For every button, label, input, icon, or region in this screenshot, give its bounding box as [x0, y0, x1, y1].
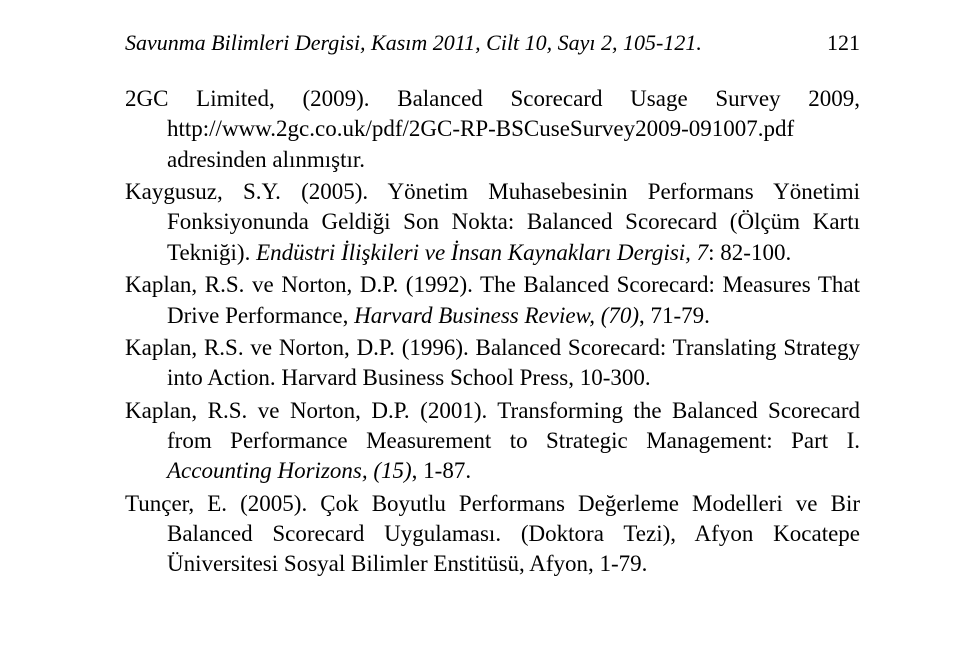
reference-item: Kaplan, R.S. ve Norton, D.P. (1992). The… — [125, 270, 860, 331]
page-number: 121 — [827, 30, 860, 56]
reference-text-segment: Kaplan, R.S. ve Norton, D.P. (1996). Bal… — [125, 335, 860, 390]
reference-item: Tunçer, E. (2005). Çok Boyutlu Performan… — [125, 489, 860, 580]
reference-item: Kaplan, R.S. ve Norton, D.P. (1996). Bal… — [125, 333, 860, 394]
reference-italic-segment: Endüstri İlişkileri ve İnsan Kaynakları … — [256, 240, 708, 265]
running-head: Savunma Bilimleri Dergisi, Kasım 2011, C… — [125, 30, 860, 56]
page-container: Savunma Bilimleri Dergisi, Kasım 2011, C… — [0, 0, 960, 622]
references-block: 2GC Limited, (2009). Balanced Scorecard … — [125, 84, 860, 580]
reference-item: 2GC Limited, (2009). Balanced Scorecard … — [125, 84, 860, 175]
reference-italic-segment: Accounting Horizons, (15) — [167, 458, 412, 483]
reference-item: Kaygusuz, S.Y. (2005). Yönetim Muhasebes… — [125, 177, 860, 268]
reference-text-segment: , 1-87. — [412, 458, 471, 483]
reference-text-segment: Tunçer, E. (2005). Çok Boyutlu Performan… — [125, 491, 860, 577]
running-head-title: Savunma Bilimleri Dergisi, Kasım 2011, C… — [125, 30, 807, 56]
reference-italic-segment: Harvard Business Review, (70) — [354, 303, 639, 328]
reference-item: Kaplan, R.S. ve Norton, D.P. (2001). Tra… — [125, 396, 860, 487]
reference-text-segment: , 71-79. — [639, 303, 710, 328]
reference-text-segment: 2GC Limited, (2009). Balanced Scorecard … — [125, 86, 860, 172]
reference-text-segment: : 82-100. — [708, 240, 791, 265]
reference-text-segment: Kaplan, R.S. ve Norton, D.P. (2001). Tra… — [125, 398, 860, 453]
